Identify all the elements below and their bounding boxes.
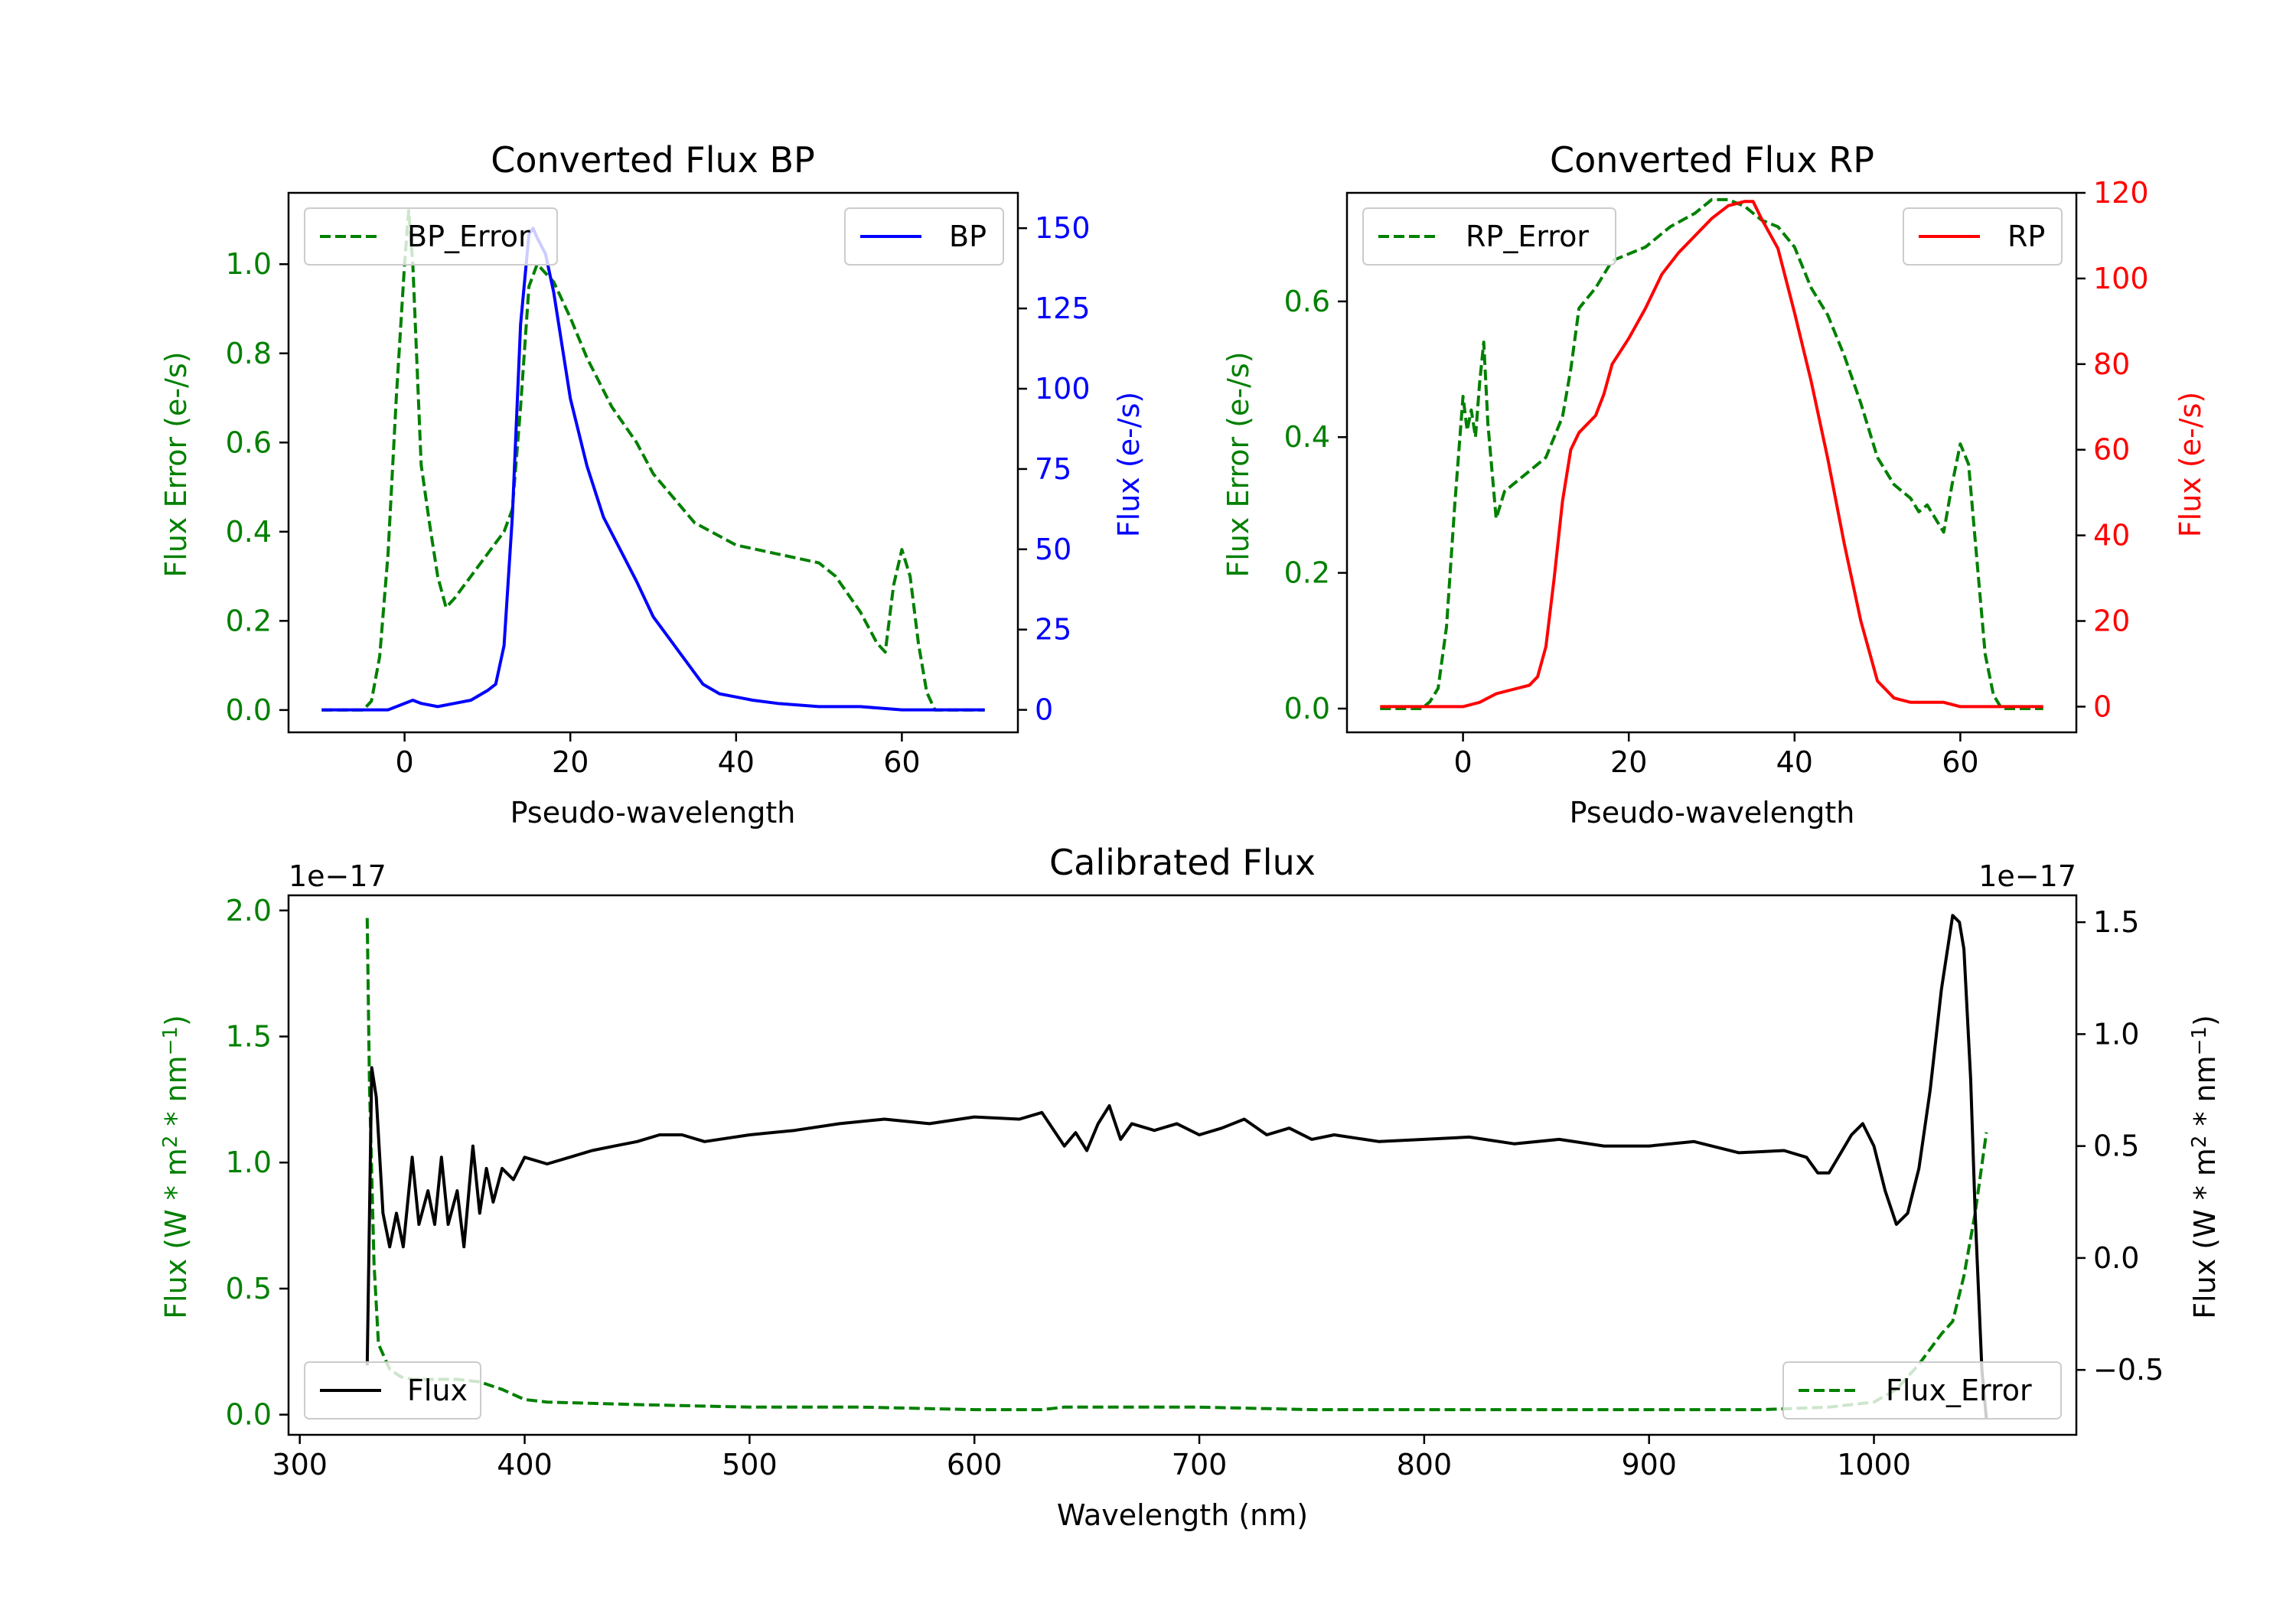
left-y-tick-label: 0.2: [226, 604, 272, 637]
right-y-tick-label: 0.0: [2093, 1241, 2139, 1275]
x-tick-label: 0: [1454, 745, 1473, 779]
series-line-rp-error: [1380, 197, 2043, 710]
right-y-tick-label: 150: [1035, 211, 1091, 245]
right-y-tick-label: 20: [2093, 605, 2130, 638]
right-y-tick-label: 0: [2093, 689, 2112, 723]
chart-bp-right-ylabel: Flux (e-/s): [1112, 392, 1146, 537]
right-y-tick-label: 40: [2093, 519, 2130, 553]
legend-flux-error: Flux_Error: [1782, 1361, 2062, 1420]
right-y-tick-label: 1.5: [2093, 905, 2139, 939]
chart-rp-right-ylabel: Flux (e-/s): [2174, 392, 2207, 537]
chart-rp-frame: [1345, 191, 2078, 734]
chart-rp-left-ylabel: Flux Error (e-/s): [1221, 351, 1255, 577]
chart-cal-ticks: 300 400 500 600 700 800 900 1000 0.0 0.5 1.0 1.5 2.0…: [226, 894, 2164, 1482]
x-tick-label: 40: [718, 745, 755, 779]
legend-rp-label: RP: [2007, 220, 2045, 253]
x-tick-label: 400: [497, 1448, 553, 1482]
x-tick-label: 600: [947, 1448, 1003, 1482]
chart-rp-lines: [1380, 197, 2043, 710]
left-y-tick-label: 0.5: [226, 1272, 272, 1305]
x-tick-label: 0: [396, 745, 414, 779]
right-y-tick-label: 120: [2093, 176, 2149, 210]
left-y-tick-label: 0.0: [226, 1398, 272, 1432]
chart-bp-ticks: 0 20 40 60 0.0 0.2 0.4 0.6 0.8 1.0 0 25 50 75 100 125 15…: [226, 211, 1091, 779]
x-tick-label: 800: [1397, 1448, 1453, 1482]
chart-cal-left-offset: 1e−17: [289, 859, 386, 893]
right-y-tick-label: 125: [1035, 292, 1091, 325]
chart-rp-xlabel: Pseudo-wavelength: [1570, 796, 1855, 830]
legend-rp-error: RP_Error: [1362, 207, 1616, 266]
chart-rp-title: Converted Flux RP: [1550, 139, 1874, 181]
left-y-tick-label: 1.0: [226, 247, 272, 281]
legend-bp: BP: [844, 207, 1004, 266]
legend-rp-error-label: RP_Error: [1466, 220, 1589, 253]
chart-cal-right-ylabel: Flux (W * m2 * nm−1): [2188, 1015, 2222, 1319]
x-tick-label: 900: [1621, 1448, 1677, 1482]
right-y-tick-label: 25: [1035, 613, 1071, 647]
left-y-tick-label: 2.0: [226, 894, 272, 927]
right-y-tick-label: 100: [2093, 262, 2149, 295]
chart-cal-xlabel: Wavelength (nm): [1057, 1498, 1308, 1532]
x-tick-label: 500: [722, 1448, 778, 1482]
x-tick-label: 40: [1776, 745, 1813, 779]
chart-bp-left-ylabel: Flux Error (e-/s): [159, 351, 193, 577]
x-tick-label: 300: [272, 1448, 328, 1482]
chart-rp-ticks: 0 20 40 60 0.0 0.2 0.4 0.6 0 20 40 60 80 100 120: [1284, 176, 2149, 779]
legend-bp-error-label: BP_Error: [407, 220, 530, 253]
right-y-tick-label: 0: [1035, 693, 1053, 727]
chart-calibrated: Calibrated Flux Wavelength (nm) 1e−17 1e…: [159, 842, 2222, 1532]
x-tick-label: 60: [883, 745, 920, 779]
chart-cal-frame: [287, 894, 2078, 1436]
legend-flux-error-label: Flux_Error: [1886, 1374, 2032, 1407]
left-y-tick-label: 0.8: [226, 337, 272, 370]
legend-flux-label: Flux: [407, 1374, 468, 1407]
right-y-tick-label: 100: [1035, 372, 1091, 406]
series-line-rp: [1380, 200, 2043, 709]
x-tick-label: 700: [1172, 1448, 1228, 1482]
x-tick-label: 1000: [1837, 1448, 1911, 1482]
right-y-tick-label: 50: [1035, 533, 1071, 566]
left-y-tick-label: 0.4: [1284, 420, 1330, 454]
left-y-tick-label: 0.2: [1284, 556, 1330, 590]
left-y-tick-label: 0.0: [1284, 692, 1330, 725]
left-y-tick-label: 0.6: [226, 425, 272, 459]
chart-bp-title: Converted Flux BP: [491, 139, 815, 181]
x-tick-label: 20: [1610, 745, 1647, 779]
chart-bp-xlabel: Pseudo-wavelength: [510, 796, 796, 830]
x-tick-label: 20: [552, 745, 589, 779]
left-y-tick-label: 1.5: [226, 1019, 272, 1053]
chart-cal-right-offset: 1e−17: [1978, 859, 2076, 893]
right-y-tick-label: 80: [2093, 347, 2130, 381]
chart-bp-frame: [287, 191, 1019, 734]
left-y-tick-label: 0.4: [226, 515, 272, 549]
right-y-tick-label: 0.5: [2093, 1129, 2139, 1163]
chart-cal-left-ylabel: Flux (W * m2 * nm−1): [159, 1015, 193, 1319]
x-tick-label: 60: [1942, 745, 1978, 779]
legend-bp-error: BP_Error: [304, 207, 558, 266]
series-line-bp: [321, 227, 985, 712]
series-line-flux: [365, 914, 1988, 1420]
right-y-tick-label: 60: [2093, 433, 2130, 467]
legend-bp-label: BP: [949, 220, 987, 253]
right-y-tick-label: 1.0: [2093, 1017, 2139, 1051]
left-y-tick-label: 0.6: [1284, 285, 1330, 318]
legend-flux: Flux: [304, 1361, 481, 1420]
legend-rp: RP: [1903, 207, 2063, 266]
chart-cal-title: Calibrated Flux: [1049, 842, 1316, 883]
right-y-tick-label: 75: [1035, 452, 1071, 486]
right-y-tick-label: −0.5: [2093, 1353, 2164, 1387]
chart-rp: Converted Flux RP Pseudo-wavelength Flux…: [1221, 139, 2207, 830]
left-y-tick-label: 0.0: [226, 693, 272, 727]
chart-bp: Converted Flux BP Pseudo-wavelength Flux…: [159, 139, 1146, 830]
left-y-tick-label: 1.0: [226, 1146, 272, 1179]
